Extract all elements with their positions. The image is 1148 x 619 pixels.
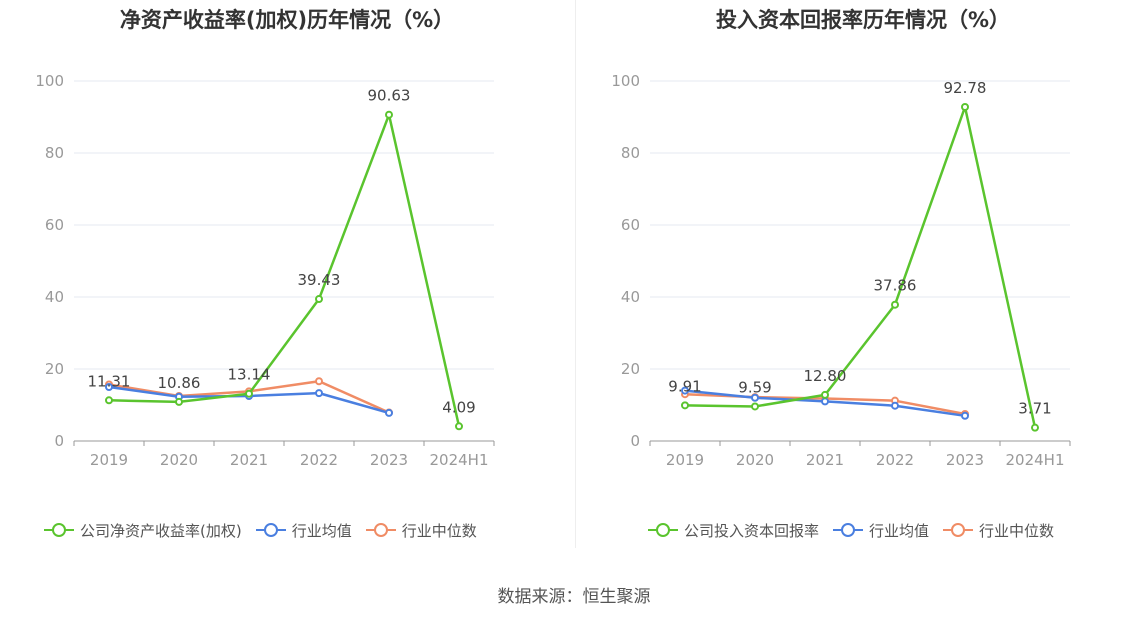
data-label: 13.14: [228, 366, 271, 384]
legend-item-industry-avg[interactable]: 行业均值: [833, 520, 929, 541]
series-line: [108, 113, 461, 427]
data-point: [961, 411, 969, 420]
x-tick-label: 2024H1: [1006, 451, 1065, 469]
legend-item-company[interactable]: 公司投入资本回报率: [648, 520, 819, 541]
data-point: [175, 397, 183, 406]
data-point: [961, 102, 969, 111]
data-point: [245, 389, 253, 398]
data-point: [821, 390, 829, 399]
legend-item-company[interactable]: 公司净资产收益率(加权): [44, 520, 242, 541]
data-point: [105, 396, 113, 405]
x-tick-label: 2019: [90, 451, 128, 469]
legend: 公司净资产收益率(加权) 行业均值 行业中位数: [44, 518, 491, 542]
data-point: [751, 393, 759, 402]
series-line: [684, 105, 1037, 428]
chart-title: 净资产收益率(加权)历年情况（%）: [119, 8, 455, 32]
y-tick-label: 80: [621, 144, 640, 162]
y-tick-label: 0: [630, 432, 640, 450]
data-point: [315, 295, 323, 304]
data-source-note: 数据来源：恒生聚源: [497, 587, 651, 607]
x-tick-label: 2023: [370, 451, 408, 469]
data-point: [821, 397, 829, 406]
x-tick-label: 2021: [230, 451, 268, 469]
y-tick-label: 60: [621, 216, 640, 234]
x-tick-label: 2020: [736, 451, 774, 469]
x-tick-label: 2021: [806, 451, 844, 469]
x-tick-label: 2022: [876, 451, 914, 469]
roe-line-chart: 0 20 40 60 80 100 2019 2020 2021 2022 2023 2024H1 11…: [35, 72, 495, 469]
data-label: 39.43: [298, 271, 341, 289]
data-point: [385, 110, 393, 119]
y-tick-label: 100: [611, 72, 640, 90]
y-tick-label: 40: [45, 288, 64, 306]
data-label: 9.59: [738, 378, 771, 396]
y-tick-label: 20: [621, 360, 640, 378]
x-tick-label: 2019: [666, 451, 704, 469]
chart-title: 投入资本回报率历年情况（%）: [715, 8, 1011, 32]
roic-chart-panel: 投入资本回报率历年情况（%） 0 20 40 60 80 100 2019 2020 2021 2…: [576, 0, 1148, 560]
data-point: [681, 401, 689, 410]
data-point: [751, 402, 759, 411]
data-label: 90.63: [368, 87, 411, 105]
data-point: [315, 389, 323, 398]
x-tick-label: 2024H1: [430, 451, 489, 469]
y-tick-label: 40: [621, 288, 640, 306]
y-tick-label: 80: [45, 144, 64, 162]
data-point: [385, 408, 393, 417]
data-label: 11.31: [88, 372, 131, 390]
panel-divider: [575, 0, 576, 548]
data-point: [891, 401, 899, 410]
roe-chart-panel: 净资产收益率(加权)历年情况（%） 0 20 40 60 80 100 2019 2020 20…: [0, 0, 574, 560]
y-tick-label: 20: [45, 360, 64, 378]
y-tick-label: 60: [45, 216, 64, 234]
data-point: [315, 377, 323, 386]
data-label: 37.86: [874, 277, 917, 295]
x-tick-label: 2022: [300, 451, 338, 469]
y-tick-label: 0: [54, 432, 64, 450]
x-tick-label: 2023: [946, 451, 984, 469]
legend-item-industry-median[interactable]: 行业中位数: [943, 520, 1054, 541]
data-point: [1031, 423, 1039, 432]
data-label: 3.71: [1018, 400, 1051, 418]
data-point: [455, 422, 463, 431]
y-tick-label: 100: [35, 72, 64, 90]
data-label: 9.91: [668, 377, 701, 395]
legend: 公司投入资本回报率 行业均值 行业中位数: [648, 518, 1068, 542]
legend-item-industry-median[interactable]: 行业中位数: [365, 520, 477, 541]
data-label: 10.86: [158, 374, 201, 392]
roic-line-chart: 0 20 40 60 80 100 2019 2020 2021 2022 2023 2024H1 9.…: [611, 72, 1071, 469]
data-point: [681, 386, 689, 395]
legend-item-industry-avg[interactable]: 行业均值: [255, 520, 352, 541]
x-tick-label: 2020: [160, 451, 198, 469]
data-point: [105, 383, 113, 391]
data-label: 92.78: [944, 79, 987, 97]
data-label: 4.09: [442, 398, 475, 416]
data-label: 12.80: [804, 367, 847, 385]
data-point: [891, 300, 899, 309]
